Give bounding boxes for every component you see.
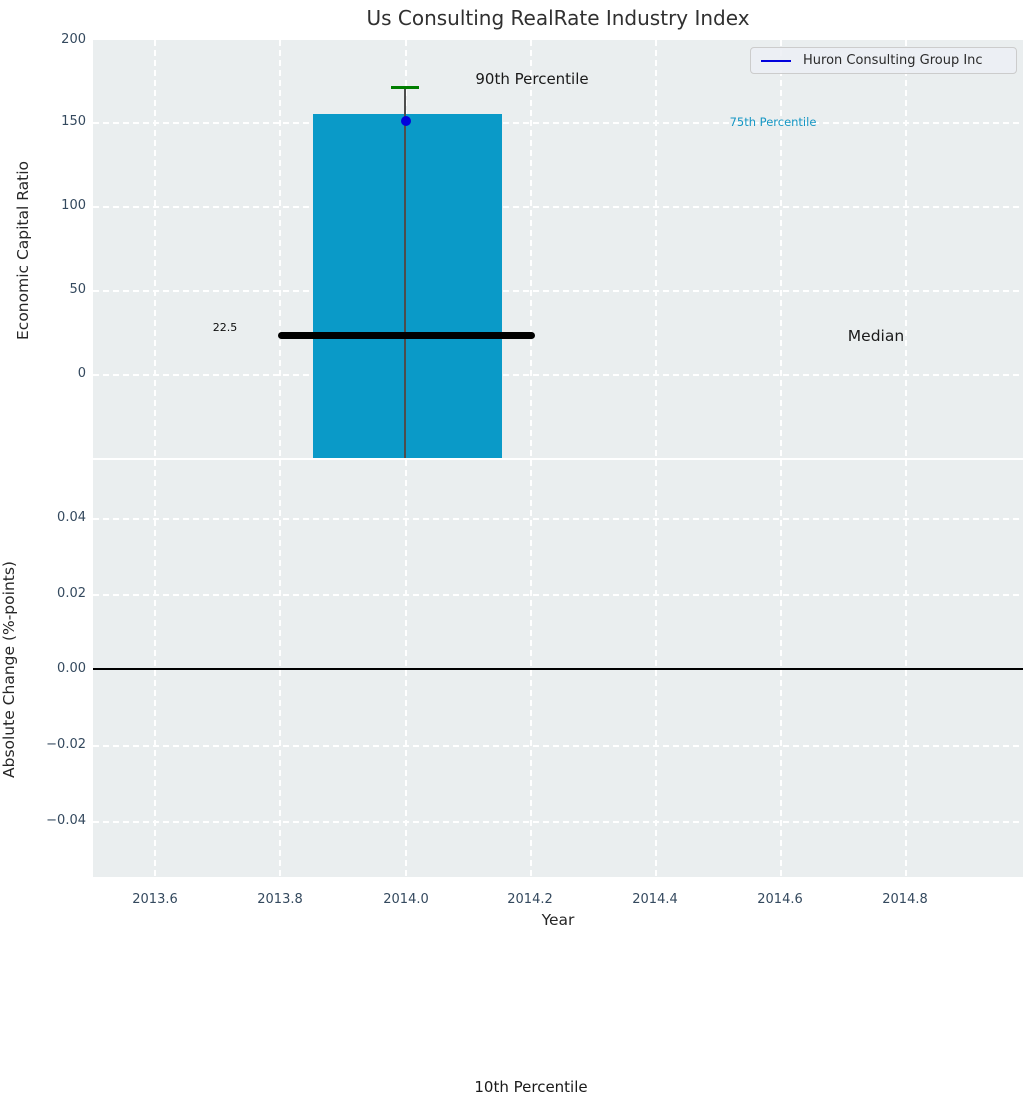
ytick-label: 0.02 <box>57 586 86 601</box>
xtick-label: 2014.8 <box>882 892 928 907</box>
gridline <box>93 374 1023 376</box>
xtick-label: 2014.4 <box>632 892 678 907</box>
xtick-label: 2013.8 <box>257 892 303 907</box>
top-axes-panel: 90th Percentile 75th Percentile 22.5 Med… <box>93 40 1023 458</box>
annotation-10th-percentile: 10th Percentile <box>474 1078 588 1096</box>
ytick-label: 0.04 <box>57 510 86 525</box>
gridline <box>93 290 1023 292</box>
p90-cap-marker <box>391 86 419 89</box>
legend: Huron Consulting Group Inc <box>750 47 1017 74</box>
ytick-label: −0.04 <box>46 813 86 828</box>
company-marker-dot <box>401 116 411 126</box>
bottom-axes-panel <box>93 460 1023 877</box>
zero-reference-line <box>93 668 1023 670</box>
ytick-label: 150 <box>61 114 86 129</box>
xtick-label: 2013.6 <box>132 892 178 907</box>
ytick-label: 200 <box>61 32 86 47</box>
gridline <box>780 40 782 458</box>
gridline <box>93 206 1023 208</box>
ytick-label: 0 <box>77 366 86 381</box>
x-axis-label: Year <box>541 911 575 929</box>
annotation-median: Median <box>847 327 905 345</box>
annotation-75th-percentile: 75th Percentile <box>729 115 817 129</box>
xtick-label: 2014.6 <box>757 892 803 907</box>
ytick-label: 0.00 <box>57 661 86 676</box>
top-y-axis-label: Economic Capital Ratio <box>14 160 32 340</box>
gridline <box>93 745 1023 747</box>
industry-range-bar <box>313 114 502 458</box>
chart-title: Us Consulting RealRate Industry Index <box>366 6 750 30</box>
bottom-y-axis-label: Absolute Change (%-points) <box>0 561 18 779</box>
gridline <box>154 40 156 458</box>
gridline <box>655 40 657 458</box>
gridline <box>279 40 281 458</box>
gridline <box>93 821 1023 823</box>
legend-line-swatch <box>761 59 791 62</box>
gridline <box>93 122 1023 124</box>
xtick-label: 2014.2 <box>507 892 553 907</box>
gridline <box>905 40 907 458</box>
ytick-label: 50 <box>69 282 86 297</box>
median-line <box>278 332 535 339</box>
annotation-median-value: 22.5 <box>212 321 238 334</box>
annotation-90th-percentile: 90th Percentile <box>475 70 589 88</box>
xtick-label: 2014.0 <box>383 892 429 907</box>
percentile-whisker-line <box>404 87 406 458</box>
ytick-label: −0.02 <box>46 737 86 752</box>
gridline <box>530 40 532 458</box>
legend-label: Huron Consulting Group Inc <box>803 53 983 68</box>
ytick-label: 100 <box>61 198 86 213</box>
gridline <box>93 594 1023 596</box>
gridline <box>93 518 1023 520</box>
